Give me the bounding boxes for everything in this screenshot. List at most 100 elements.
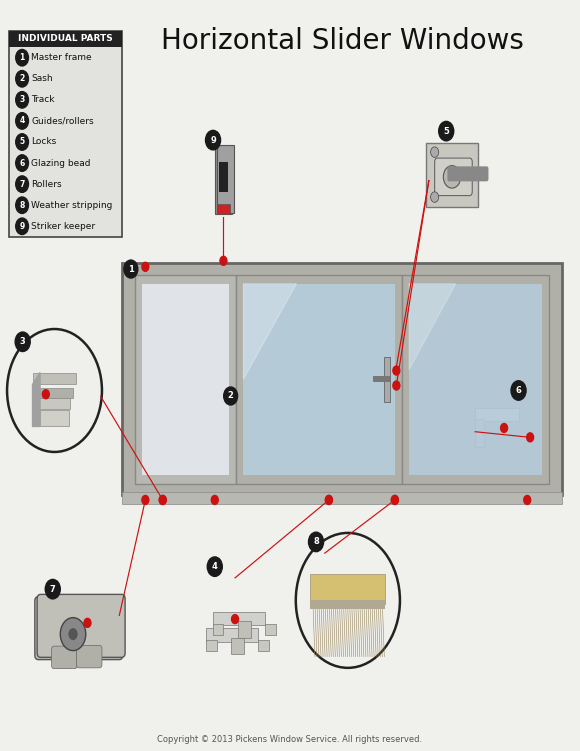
Bar xyxy=(372,376,390,382)
Circle shape xyxy=(392,496,398,505)
Text: 4: 4 xyxy=(212,562,218,572)
Bar xyxy=(310,600,386,609)
FancyBboxPatch shape xyxy=(77,645,102,668)
Bar xyxy=(258,640,269,651)
Bar xyxy=(216,146,234,213)
Circle shape xyxy=(16,71,28,87)
Text: Horizontal Slider Windows: Horizontal Slider Windows xyxy=(161,27,524,55)
Bar xyxy=(475,419,484,448)
Circle shape xyxy=(224,387,238,405)
Bar xyxy=(426,143,478,207)
Circle shape xyxy=(524,496,531,505)
Bar xyxy=(135,275,237,484)
Bar xyxy=(9,31,122,47)
Text: Striker keeper: Striker keeper xyxy=(31,222,96,231)
Text: 3: 3 xyxy=(20,337,26,346)
Text: 6: 6 xyxy=(516,386,521,395)
Circle shape xyxy=(430,192,438,202)
Circle shape xyxy=(452,379,539,492)
Bar xyxy=(472,417,516,430)
Polygon shape xyxy=(244,284,296,379)
Text: 9: 9 xyxy=(20,222,25,231)
Circle shape xyxy=(160,496,166,505)
Bar xyxy=(469,426,513,439)
Text: Glazing bead: Glazing bead xyxy=(31,158,91,167)
Circle shape xyxy=(325,496,332,505)
Circle shape xyxy=(443,166,461,188)
Circle shape xyxy=(60,617,86,650)
Circle shape xyxy=(16,197,28,213)
Circle shape xyxy=(16,134,28,150)
Bar xyxy=(206,640,216,651)
Bar xyxy=(265,623,276,635)
Bar xyxy=(33,372,76,385)
Circle shape xyxy=(205,131,220,150)
Circle shape xyxy=(231,614,238,623)
Circle shape xyxy=(430,147,438,158)
Bar xyxy=(231,638,244,654)
Text: Guides/rollers: Guides/rollers xyxy=(31,116,94,125)
Circle shape xyxy=(392,496,398,505)
Bar xyxy=(472,428,481,457)
Text: 6: 6 xyxy=(20,158,25,167)
Circle shape xyxy=(142,262,149,271)
Circle shape xyxy=(160,496,166,505)
Text: Weather stripping: Weather stripping xyxy=(31,201,113,210)
Circle shape xyxy=(438,122,454,141)
Bar xyxy=(9,31,122,237)
Circle shape xyxy=(16,176,28,192)
Bar xyxy=(122,263,562,496)
Circle shape xyxy=(7,329,102,452)
Text: 3: 3 xyxy=(20,95,25,104)
Text: 9: 9 xyxy=(210,136,216,145)
Bar xyxy=(219,162,228,192)
Circle shape xyxy=(211,496,218,505)
Text: 7: 7 xyxy=(19,179,25,189)
Circle shape xyxy=(501,424,508,433)
Text: 7: 7 xyxy=(50,584,56,593)
Bar xyxy=(244,284,395,475)
Circle shape xyxy=(220,256,227,265)
Bar xyxy=(409,284,542,475)
Circle shape xyxy=(16,218,28,234)
FancyBboxPatch shape xyxy=(37,594,125,657)
Text: 5: 5 xyxy=(443,127,449,136)
Circle shape xyxy=(45,579,60,599)
Circle shape xyxy=(527,433,534,442)
Circle shape xyxy=(142,496,149,505)
Bar xyxy=(215,147,232,214)
Circle shape xyxy=(16,113,28,129)
Polygon shape xyxy=(32,372,40,427)
Bar xyxy=(310,575,386,604)
Bar xyxy=(213,611,265,625)
Bar xyxy=(36,388,73,398)
Circle shape xyxy=(393,381,400,390)
Bar xyxy=(135,275,549,484)
Bar xyxy=(469,437,478,466)
Polygon shape xyxy=(409,284,456,369)
Circle shape xyxy=(42,390,49,399)
Text: 1: 1 xyxy=(20,53,25,62)
Bar xyxy=(216,204,230,214)
Circle shape xyxy=(207,557,222,577)
Text: Rollers: Rollers xyxy=(31,179,62,189)
Text: INDIVIDUAL PARTS: INDIVIDUAL PARTS xyxy=(19,35,113,44)
FancyBboxPatch shape xyxy=(447,167,488,181)
Text: Master frame: Master frame xyxy=(31,53,92,62)
Bar xyxy=(475,408,519,421)
Text: 8: 8 xyxy=(19,201,25,210)
Circle shape xyxy=(68,628,78,640)
Circle shape xyxy=(296,533,400,668)
Circle shape xyxy=(511,381,526,400)
Bar xyxy=(122,493,562,505)
Circle shape xyxy=(124,260,138,278)
FancyBboxPatch shape xyxy=(52,646,77,668)
FancyBboxPatch shape xyxy=(35,596,123,659)
Text: 1: 1 xyxy=(128,264,134,273)
Circle shape xyxy=(393,366,400,375)
Bar xyxy=(238,621,251,638)
Bar xyxy=(237,275,402,484)
Circle shape xyxy=(325,496,332,505)
Bar xyxy=(142,284,230,475)
Circle shape xyxy=(16,92,28,108)
